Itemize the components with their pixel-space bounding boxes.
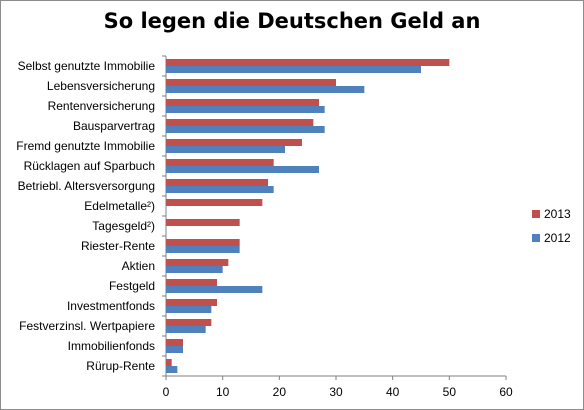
x-tick-label: 20: [273, 385, 287, 399]
category-label: Rürup-Rente: [86, 359, 155, 373]
bar-2012: [166, 266, 223, 273]
bar-2012: [166, 286, 263, 293]
bar-2013: [166, 219, 240, 226]
bar-2012: [166, 326, 206, 333]
category-label: Immobilienfonds: [68, 339, 155, 353]
bar-2013: [166, 339, 183, 346]
category-label: Riester-Rente: [81, 239, 155, 253]
bar-2013: [166, 299, 217, 306]
bar-2012: [166, 86, 365, 93]
bar-2012: [166, 146, 285, 153]
category-label: Investmentfonds: [67, 299, 155, 313]
bar-2012: [166, 126, 325, 133]
category-label: Betriebl. Altersversorgung: [18, 179, 155, 193]
bar-2012: [166, 106, 325, 113]
bar-2012: [166, 186, 274, 193]
category-label: Rücklagen auf Sparbuch: [24, 159, 155, 173]
category-label: Selbst genutzte Immobilie: [18, 59, 156, 73]
bar-2012: [166, 346, 183, 353]
bar-2013: [166, 119, 314, 126]
bar-2012: [166, 306, 212, 313]
x-tick-label: 0: [163, 385, 170, 399]
x-tick-label: 30: [329, 385, 343, 399]
category-label: Festverzinsl. Wertpapiere: [19, 319, 155, 333]
bar-2013: [166, 99, 319, 106]
bar-2013: [166, 159, 274, 166]
category-label: Festgeld: [109, 279, 155, 293]
bar-2013: [166, 79, 336, 86]
bar-2012: [166, 166, 319, 173]
x-tick-label: 60: [499, 385, 513, 399]
x-tick-label: 40: [386, 385, 400, 399]
category-label: Rentenversicherung: [48, 99, 155, 113]
category-label: Aktien: [122, 259, 155, 273]
bar-2012: [166, 246, 240, 253]
legend-swatch-2013: [532, 210, 540, 218]
bar-2013: [166, 259, 229, 266]
category-label: Fremd genutzte Immobilie: [16, 139, 155, 153]
bar-2013: [166, 279, 217, 286]
bar-2012: [166, 366, 178, 373]
bar-2013: [166, 239, 240, 246]
bar-2012: [166, 66, 421, 73]
bar-2013: [166, 59, 450, 66]
bar-2013: [166, 139, 302, 146]
bar-2013: [166, 199, 263, 206]
category-label: Bausparvertrag: [73, 119, 155, 133]
legend-label-2012: 2012: [544, 231, 571, 245]
legend-label-2013: 2013: [544, 207, 571, 221]
category-label: Lebensversicherung: [47, 79, 155, 93]
x-tick-label: 50: [443, 385, 457, 399]
bar-2013: [166, 319, 212, 326]
category-label: Edelmetalle²): [84, 199, 155, 213]
bar-2013: [166, 179, 268, 186]
legend-swatch-2012: [532, 234, 540, 242]
category-label: Tagesgeld²): [92, 219, 155, 233]
chart-title: So legen die Deutschen Geld an: [103, 9, 481, 33]
bar-2013: [166, 359, 172, 366]
x-tick-label: 10: [216, 385, 230, 399]
